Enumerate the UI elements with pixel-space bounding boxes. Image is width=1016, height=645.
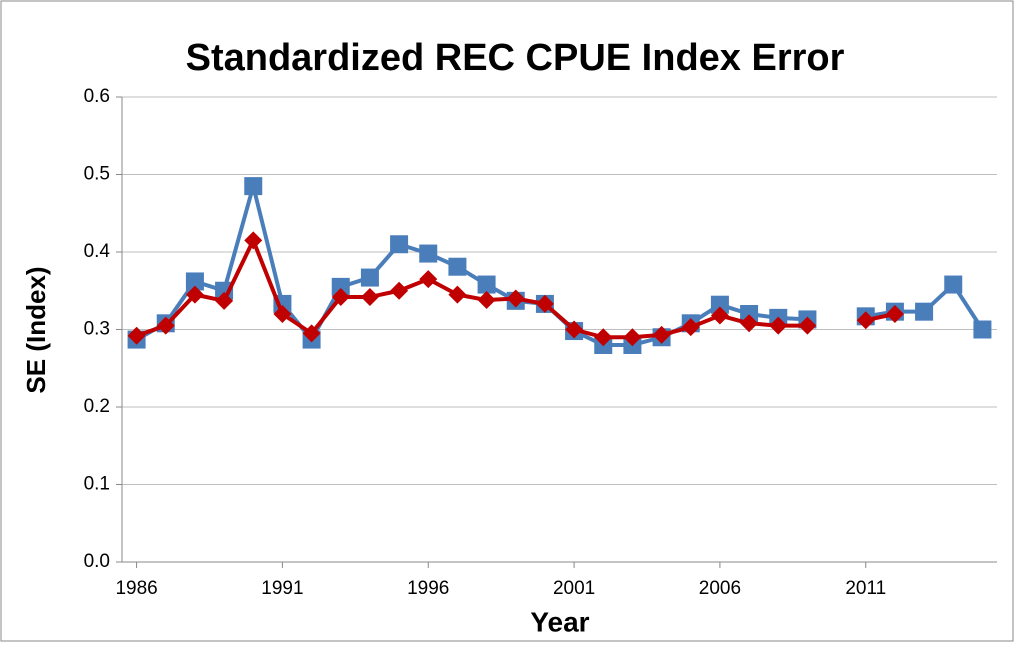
x-tick-label: 1991 bbox=[261, 578, 303, 599]
y-axis-title: SE (Index) bbox=[21, 266, 51, 393]
marker bbox=[856, 311, 875, 330]
y-tick-label: 0.0 bbox=[84, 551, 110, 572]
marker bbox=[331, 287, 350, 306]
y-tick-label: 0.3 bbox=[84, 319, 110, 340]
marker bbox=[215, 291, 234, 310]
marker bbox=[740, 305, 759, 323]
marker bbox=[390, 281, 409, 300]
marker bbox=[360, 287, 379, 306]
marker bbox=[156, 316, 175, 335]
x-tick-label: 2011 bbox=[845, 578, 886, 599]
y-tick-label: 0.5 bbox=[84, 164, 110, 185]
marker bbox=[244, 231, 263, 250]
x-tick-label: 2001 bbox=[553, 578, 595, 599]
marker bbox=[448, 257, 467, 276]
y-tick-label: 0.6 bbox=[84, 86, 110, 107]
marker bbox=[273, 305, 292, 323]
marker bbox=[360, 268, 379, 287]
marker bbox=[565, 320, 584, 339]
marker bbox=[885, 305, 904, 323]
marker bbox=[710, 306, 729, 325]
marker bbox=[710, 295, 729, 314]
x-tick-label: 1986 bbox=[115, 578, 157, 599]
marker bbox=[944, 275, 963, 294]
marker bbox=[390, 235, 409, 254]
x-axis-title: Year bbox=[530, 606, 589, 637]
marker bbox=[244, 177, 263, 196]
y-tick-label: 0.1 bbox=[84, 474, 110, 495]
marker bbox=[973, 320, 992, 339]
marker bbox=[302, 324, 321, 343]
x-tick-label: 1996 bbox=[407, 578, 449, 599]
marker bbox=[448, 285, 467, 304]
marker bbox=[681, 318, 700, 337]
marker bbox=[506, 289, 525, 308]
y-tick-label: 0.2 bbox=[84, 396, 110, 417]
marker bbox=[623, 328, 642, 347]
marker bbox=[185, 285, 204, 304]
marker bbox=[594, 328, 613, 347]
y-tick-label: 0.4 bbox=[84, 241, 111, 262]
x-tick-label: 2006 bbox=[699, 578, 741, 599]
marker bbox=[419, 270, 438, 289]
chart-title: Standardized REC CPUE Index Error bbox=[186, 37, 845, 79]
marker bbox=[769, 316, 788, 335]
marker bbox=[477, 275, 496, 294]
marker bbox=[331, 277, 350, 296]
marker bbox=[185, 272, 204, 291]
marker bbox=[740, 314, 759, 333]
marker bbox=[798, 316, 817, 335]
marker bbox=[652, 325, 671, 344]
marker bbox=[127, 326, 146, 345]
marker bbox=[915, 302, 934, 321]
marker bbox=[535, 294, 554, 313]
marker bbox=[419, 244, 438, 263]
marker bbox=[477, 291, 496, 310]
